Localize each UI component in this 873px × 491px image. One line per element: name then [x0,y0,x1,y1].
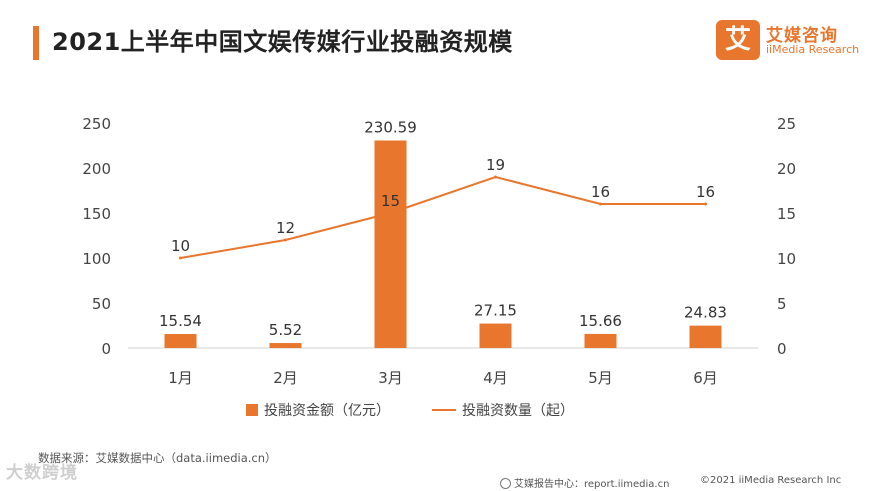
x-tick-label: 3月 [378,369,403,387]
page-title: 2021上半年中国文娱传媒行业投融资规模 [52,28,513,56]
line-data-label: 15 [381,192,400,210]
brand-name: 艾媒咨询 [766,26,838,46]
y-tick-label: 0 [101,340,111,358]
x-tick-label: 5月 [588,369,613,387]
x-tick-label: 4月 [483,369,508,387]
legend-bar-swatch [246,404,258,416]
y2-tick-label: 15 [777,205,796,223]
x-tick-label: 1月 [168,369,193,387]
bar [584,333,617,348]
line-point [389,211,392,215]
bar-data-label: 230.59 [364,118,417,136]
bar [479,323,512,348]
line-point [704,202,707,206]
line-point [599,202,602,206]
bar [164,334,197,348]
globe-icon [500,478,511,489]
series-line [180,175,706,259]
bar-data-label: 15.54 [159,312,202,330]
y-tick-label: 250 [82,115,111,133]
y-tick-label: 100 [82,250,111,268]
line-point [179,256,182,260]
y2-tick-label: 25 [777,115,796,133]
bar-data-label: 27.15 [474,302,517,320]
y-tick-label: 150 [82,205,111,223]
report-center-text: 艾媒报告中心：report.iimedia.cn [514,479,670,490]
y-tick-label: 200 [82,160,111,178]
y2-tick-label: 0 [777,340,787,358]
legend-bar-label: 投融资金额（亿元） [264,403,390,419]
data-source-note: 数据来源：艾媒数据中心（data.iimedia.cn） [38,451,277,465]
y2-tick-label: 10 [777,250,796,268]
y2-tick-label: 20 [777,160,796,178]
bar-data-label: 24.83 [684,304,727,322]
bar [689,325,722,348]
watermark: 大数跨境 [6,463,78,483]
bar [269,343,302,348]
copyright-note: ©2021 iiMedia Research Inc [700,475,842,486]
brand-logo: 艾 艾媒咨询 iiMedia Research [716,20,860,60]
x-tick-label: 2月 [273,369,298,387]
title-accent-bar [33,26,39,60]
line-data-label: 16 [591,183,610,201]
legend-line-label: 投融资数量（起） [462,403,574,419]
line-data-label: 10 [171,237,190,255]
bar [374,140,407,348]
line-data-label: 12 [276,219,295,237]
bar-data-label: 15.66 [579,312,622,330]
report-center-link[interactable]: 艾媒报告中心：report.iimedia.cn [500,475,669,490]
brand-mark-icon: 艾 [716,20,760,60]
line-point [284,238,287,242]
line-data-label: 19 [486,156,505,174]
brand-subtitle: iiMedia Research [766,43,860,56]
y-tick-label: 50 [92,295,111,313]
line-point [494,175,497,179]
line-data-label: 16 [696,183,715,201]
x-tick-label: 6月 [693,369,718,387]
y2-tick-label: 5 [777,295,787,313]
bar-data-label: 5.52 [269,321,302,339]
